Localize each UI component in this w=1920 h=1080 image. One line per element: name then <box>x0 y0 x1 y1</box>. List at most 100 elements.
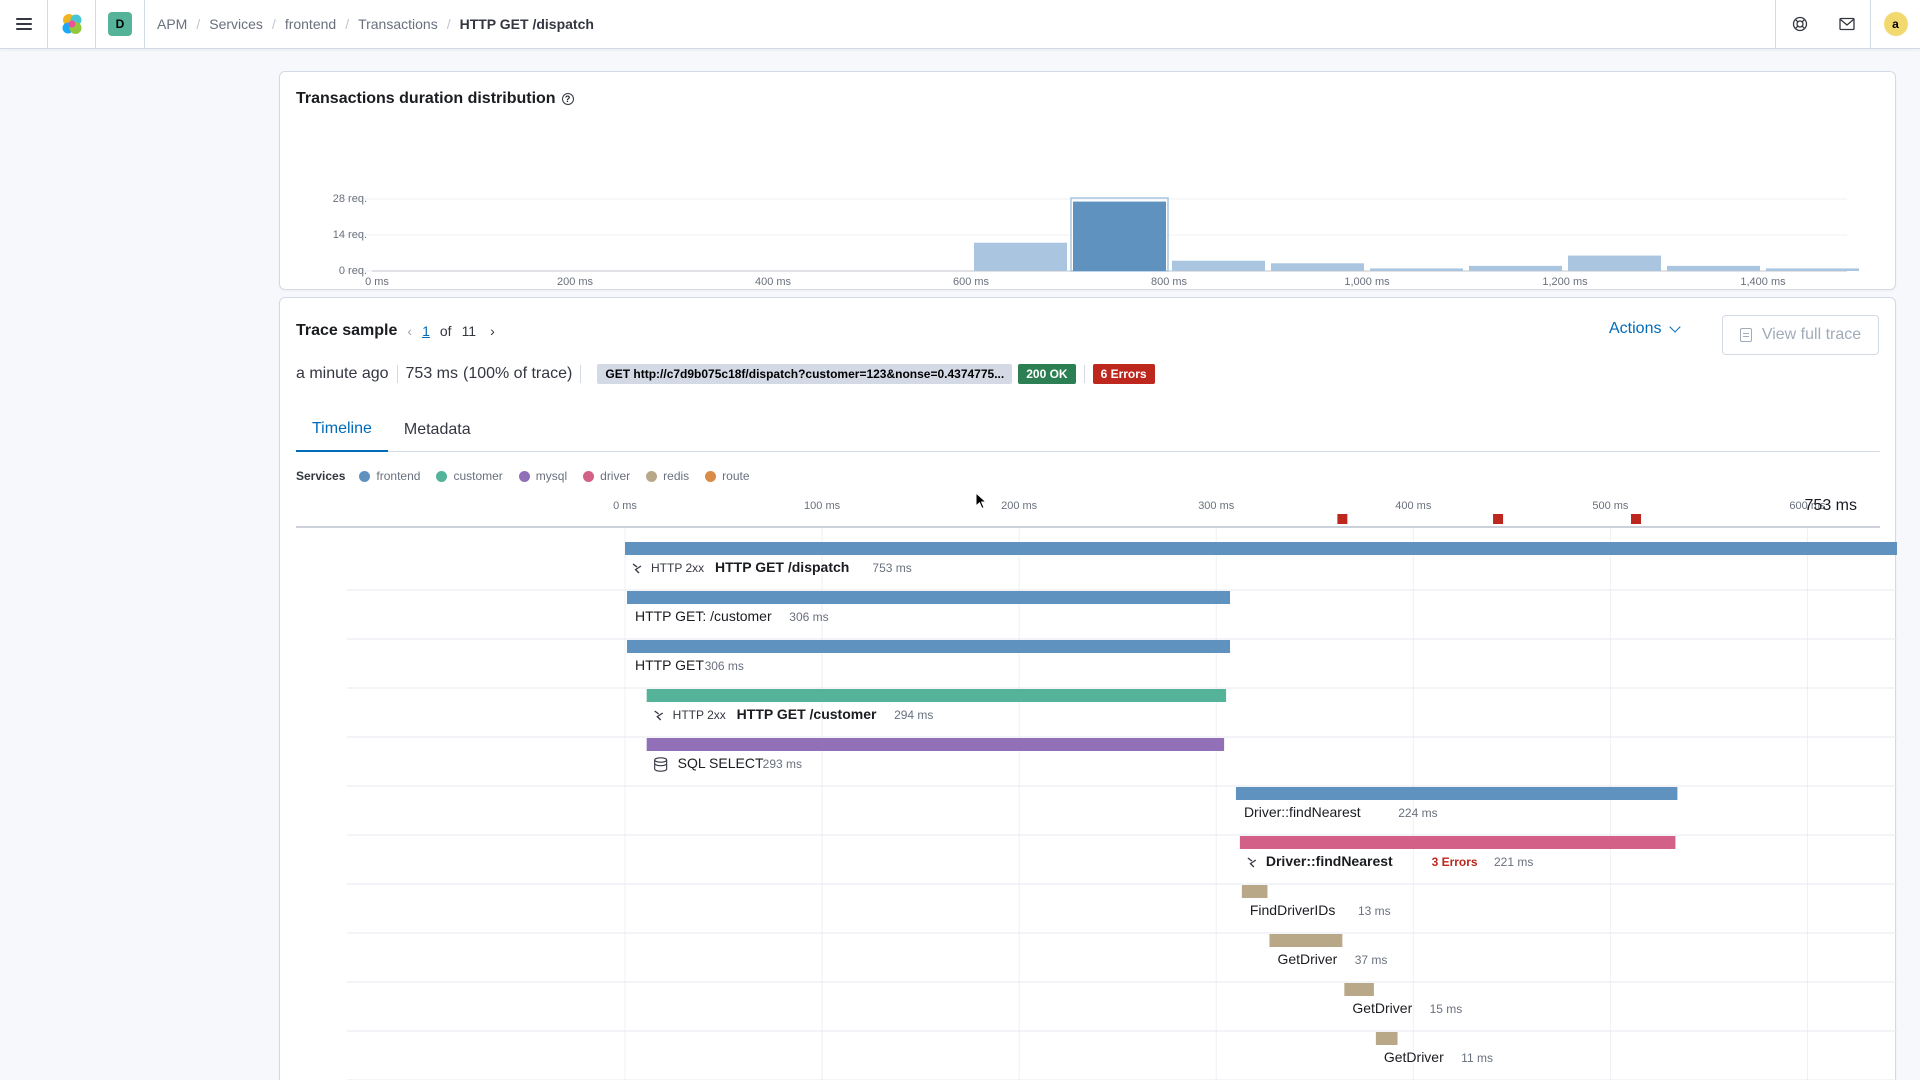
breadcrumb-separator: / <box>271 16 276 32</box>
x-tick-label: 0 ms <box>365 276 389 288</box>
actions-label: Actions <box>1609 320 1662 337</box>
distribution-bar <box>974 242 1067 271</box>
database-icon <box>654 757 668 772</box>
span-bar <box>1241 885 1268 898</box>
newsfeed-button[interactable] <box>1823 0 1870 48</box>
tab-metadata[interactable]: Metadata <box>403 421 471 438</box>
elastic-logo-icon <box>62 14 81 34</box>
distribution-title-row: Transactions duration distribution ? <box>296 90 574 108</box>
sample-total: 11 <box>461 323 477 339</box>
chevron-down-icon <box>1669 320 1682 333</box>
trace-sample-header: Trace sample ‹ 1 of 11 › <box>296 322 495 340</box>
legend-dot <box>436 470 448 482</box>
span-duration: 294 ms <box>894 708 933 722</box>
document-icon <box>1739 328 1752 342</box>
breadcrumb-frontend[interactable]: frontend <box>284 16 337 32</box>
breadcrumb-separator: / <box>345 16 350 32</box>
request-url-badge: GET http://c7d9b075c18f/dispatch?custome… <box>597 364 1013 384</box>
distribution-bar <box>1172 260 1265 271</box>
legend-label: mysql <box>535 469 568 483</box>
span-errors: 3 Errors <box>1432 855 1478 869</box>
span-duration: 306 ms <box>789 610 828 624</box>
distribution-bar <box>1469 265 1562 271</box>
mail-icon <box>1838 17 1855 31</box>
span-duration: 306 ms <box>705 659 744 673</box>
x-tick-label: 200 ms <box>557 276 594 288</box>
lifebuoy-icon <box>1792 16 1807 32</box>
next-sample-chevron-icon[interactable]: › <box>490 323 495 339</box>
breadcrumb: APM / Services / frontend / Transactions… <box>157 0 594 48</box>
trace-summary: a minute ago 753 ms (100% of trace) GET … <box>296 364 1155 384</box>
transaction-icon <box>654 710 664 721</box>
legend-label: route <box>722 469 750 483</box>
transaction-icon <box>1247 857 1257 868</box>
timeline-axis-label: 400 ms <box>1395 500 1432 512</box>
distribution-bar <box>1271 263 1364 271</box>
actions-button[interactable]: Actions <box>1609 320 1682 338</box>
span-duration: 293 ms <box>763 757 802 771</box>
legend-item-customer: customer <box>436 469 503 483</box>
user-menu-button[interactable]: a <box>1871 0 1920 48</box>
legend-item-redis: redis <box>646 469 689 483</box>
trace-timeline: 0 ms 100 ms 200 ms 300 ms 400 ms 500 ms 600 ms… <box>296 497 1897 1080</box>
span-name: Driver::findNearest <box>1266 853 1393 869</box>
span-name: HTTP GET /dispatch <box>715 559 849 575</box>
span-bar <box>1344 983 1374 996</box>
distribution-chart: 0 req. 14 req. 28 req. 0 ms 200 ms 400 ms 600 … <box>333 193 1859 288</box>
legend-dot <box>518 470 530 482</box>
timeline-axis-label: 600 ms <box>1789 500 1826 512</box>
breadcrumb-apm[interactable]: APM <box>157 16 188 32</box>
x-tick-label: 1,200 ms <box>1542 276 1588 288</box>
span-duration: 224 ms <box>1398 806 1437 820</box>
elastic-logo[interactable] <box>48 0 95 48</box>
x-tick-label: 800 ms <box>1151 276 1188 288</box>
errors-badge[interactable]: 6 Errors <box>1092 364 1155 384</box>
span-name: SQL SELECT <box>678 755 764 771</box>
header-divider <box>144 0 145 48</box>
current-sample-page[interactable]: 1 <box>422 323 430 339</box>
x-tick-label: 600 ms <box>953 276 990 288</box>
help-button[interactable] <box>1776 0 1823 48</box>
span-name: GetDriver <box>1384 1049 1444 1065</box>
breadcrumb-transactions[interactable]: Transactions <box>358 16 438 32</box>
hamburger-icon <box>15 18 32 30</box>
duration-distribution-panel: Transactions duration distribution ? 0 r… <box>279 71 1896 290</box>
legend-dot <box>359 470 371 482</box>
menu-button[interactable] <box>0 0 47 48</box>
previous-sample-chevron-icon[interactable]: ‹ <box>407 323 413 339</box>
distribution-bar <box>1370 268 1463 271</box>
span-bar <box>1269 934 1343 947</box>
summary-divider <box>396 365 398 383</box>
header-divider <box>47 0 48 48</box>
timeline-axis-label: 300 ms <box>1198 500 1235 512</box>
error-marker <box>1493 514 1504 524</box>
span-name: HTTP GET: /customer <box>635 608 772 624</box>
span-bar <box>626 591 1231 604</box>
breadcrumb-services[interactable]: Services <box>209 16 263 32</box>
space-selector[interactable]: D <box>96 0 144 48</box>
tab-timeline[interactable]: Timeline <box>296 408 388 452</box>
span-status: HTTP 2xx <box>673 708 726 722</box>
span-bar <box>646 689 1227 702</box>
database-icon-top <box>654 757 668 763</box>
distribution-bar <box>1667 265 1760 271</box>
view-full-trace-button[interactable]: View full trace <box>1722 315 1879 355</box>
y-tick-label: 0 req. <box>339 265 367 277</box>
legend-dot <box>646 470 658 482</box>
services-label: Services <box>296 469 346 483</box>
span-duration: 37 ms <box>1355 953 1388 967</box>
span-duration: 221 ms <box>1494 855 1533 869</box>
trace-percent: (100% of trace) <box>462 365 573 382</box>
question-icon[interactable]: ? <box>561 93 574 105</box>
span-bar <box>626 640 1231 653</box>
header-divider <box>95 0 96 48</box>
legend-item-driver: driver <box>583 469 630 483</box>
legend-label: frontend <box>376 469 421 483</box>
y-tick-label: 28 req. <box>333 193 367 205</box>
legend-item-mysql: mysql <box>518 469 568 483</box>
span-duration: 753 ms <box>872 561 911 575</box>
distribution-title: Transactions duration distribution <box>296 90 556 107</box>
space-avatar: D <box>108 12 132 36</box>
span-name: HTTP GET /customer <box>737 706 877 722</box>
transaction-icon <box>632 563 642 574</box>
